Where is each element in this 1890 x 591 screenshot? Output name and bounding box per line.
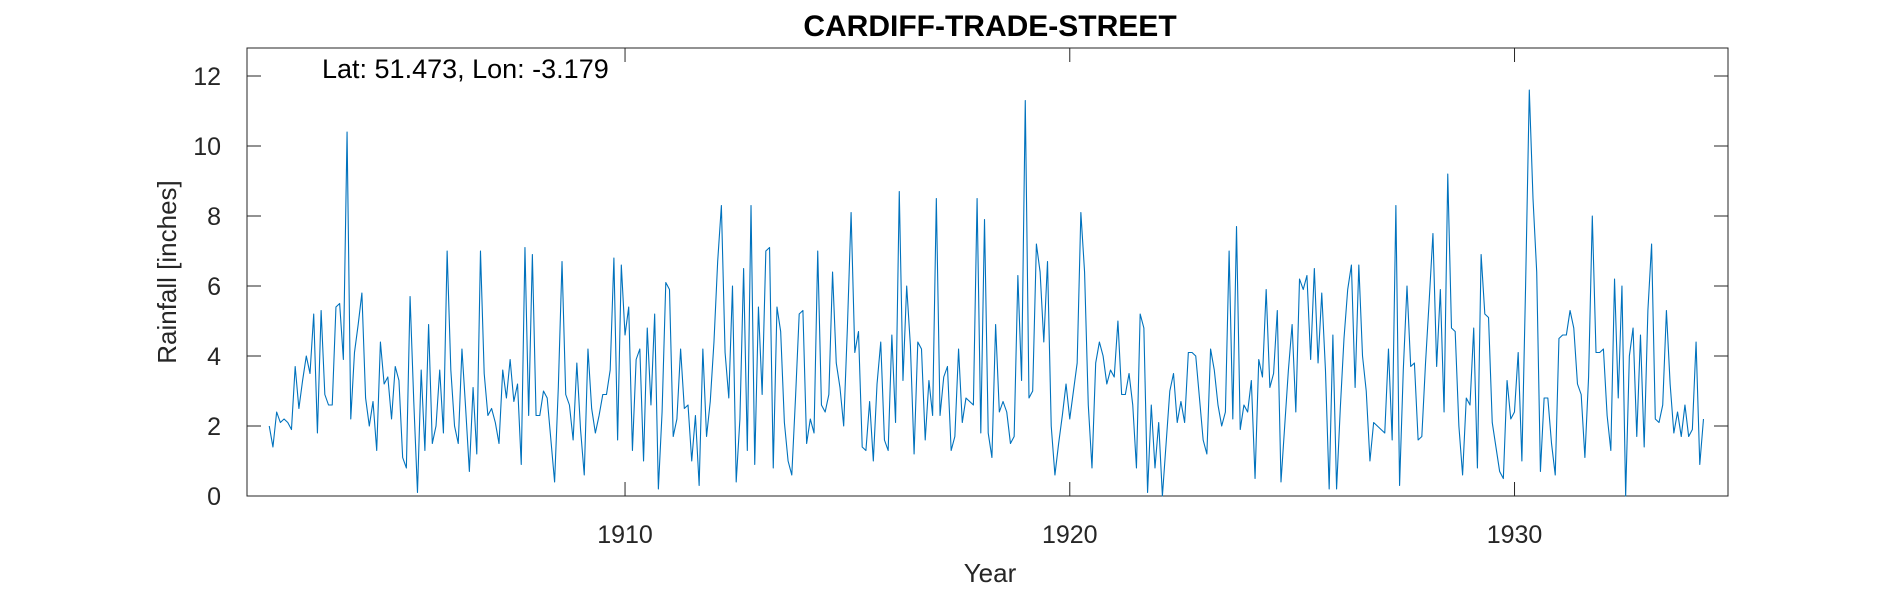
y-tick-label: 0 — [207, 483, 221, 511]
y-tick-label: 12 — [193, 63, 221, 91]
y-axis-label: Rainfall [inches] — [152, 180, 182, 364]
rainfall-series-line — [268, 89, 1705, 497]
station-coordinates-annotation: Lat: 51.473, Lon: -3.179 — [322, 54, 609, 84]
y-tick-label: 4 — [207, 343, 221, 371]
x-tick-label: 1910 — [597, 521, 653, 549]
x-tick-label: 1920 — [1042, 521, 1098, 549]
plot-area-frame — [246, 47, 1729, 497]
data-series — [268, 89, 1705, 497]
y-tick-label: 2 — [207, 413, 221, 441]
y-tick-label: 6 — [207, 273, 221, 301]
plot-axes — [246, 47, 1729, 497]
chart-title: CARDIFF-TRADE-STREET — [803, 10, 1176, 43]
axis-ticks: 1910 1920 1930 0 2 4 6 8 10 12 — [193, 48, 1728, 549]
x-tick-label: 1930 — [1487, 521, 1543, 549]
y-tick-label: 10 — [193, 133, 221, 161]
x-axis-label: Year — [964, 558, 1017, 588]
y-tick-label: 8 — [207, 203, 221, 231]
